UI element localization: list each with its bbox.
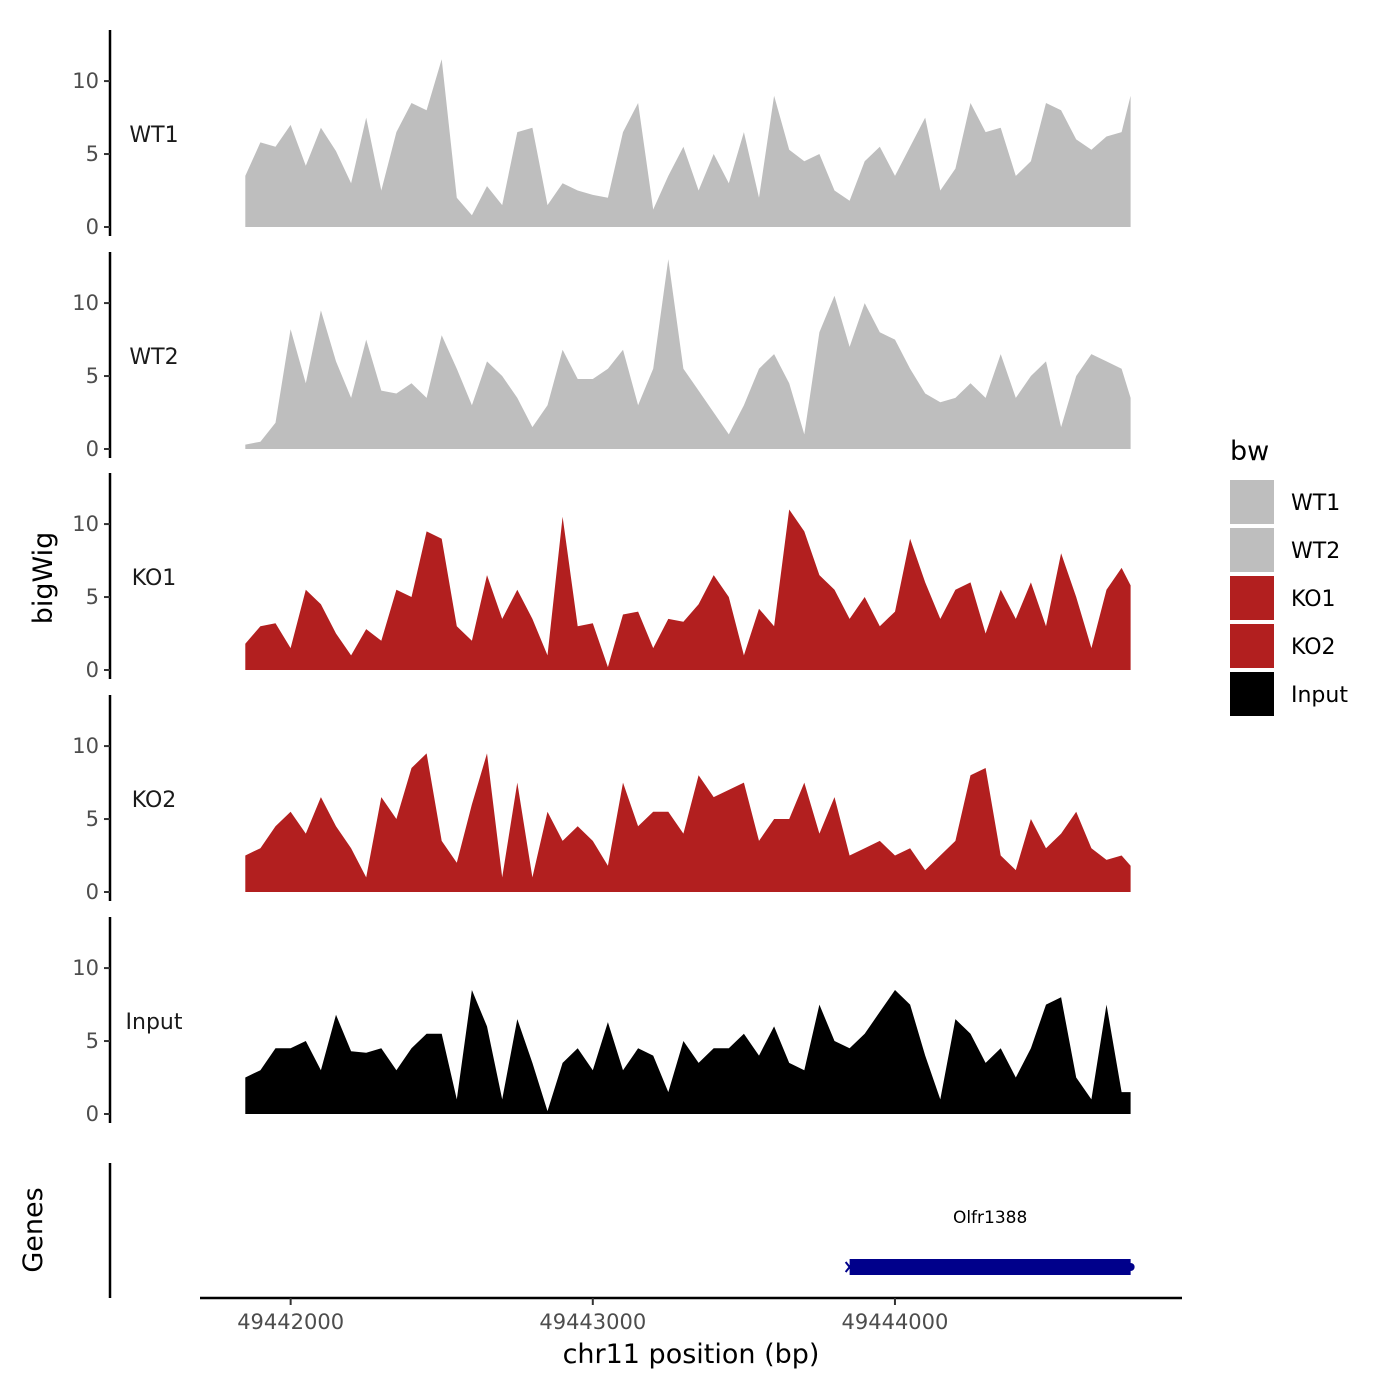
y-tick-label: 5 — [86, 1029, 99, 1053]
track-wt2: 0 5 10 WT2 — [72, 252, 1131, 461]
y-tick-label: 10 — [72, 956, 99, 980]
legend: bw WT1 WT2 KO1 KO2 Input — [1230, 436, 1348, 716]
genes-panel-label: Genes — [18, 1187, 49, 1272]
track-label-input: Input — [126, 1010, 183, 1035]
genes-panel: Genes Olfr1388 — [18, 1163, 1135, 1298]
gene-name-label: Olfr1388 — [953, 1208, 1027, 1228]
track-label-wt1: WT1 — [129, 123, 178, 148]
legend-items: WT1 WT2 KO1 KO2 Input — [1230, 480, 1348, 716]
x-tick-label: 49442000 — [237, 1310, 344, 1334]
legend-swatch — [1230, 528, 1274, 572]
track-label-ko1: KO1 — [132, 566, 177, 591]
y-tick-label: 10 — [72, 69, 99, 93]
legend-swatch — [1230, 624, 1274, 668]
legend-item-wt2: WT2 — [1230, 528, 1340, 572]
signal-area-wt1 — [245, 59, 1131, 228]
track-label-ko2: KO2 — [132, 788, 177, 813]
x-tick-label: 49444000 — [842, 1310, 949, 1334]
gene-olfr1388: Olfr1388 — [844, 1208, 1135, 1275]
legend-label: WT2 — [1291, 539, 1340, 564]
y-axis-title: bigWig — [28, 532, 59, 625]
legend-swatch — [1230, 480, 1274, 524]
strand-marker — [844, 1261, 855, 1273]
track-label-wt2: WT2 — [129, 345, 178, 370]
x-tick-label: 49443000 — [539, 1310, 646, 1334]
y-tick-label: 5 — [86, 585, 99, 609]
signal-area-ko2 — [245, 753, 1131, 892]
legend-swatch — [1230, 672, 1274, 716]
legend-item-wt1: WT1 — [1230, 480, 1340, 524]
x-ticks: 49442000 49443000 49444000 — [237, 1298, 948, 1334]
y-tick-label: 10 — [72, 512, 99, 536]
legend-title: bw — [1230, 436, 1269, 467]
legend-label: KO1 — [1291, 587, 1336, 612]
gene-models: Olfr1388 — [844, 1208, 1135, 1275]
tracks-layer: 0 5 10 WT1 0 5 10 WT2 0 5 10 KO1 0 5 10 KO2 0 5 10 Input — [72, 30, 1131, 1126]
track-wt1: 0 5 10 WT1 — [72, 30, 1131, 239]
y-tick-label: 5 — [86, 807, 99, 831]
y-tick-label: 0 — [86, 215, 99, 239]
legend-item-input: Input — [1230, 672, 1348, 716]
x-axis-title: chr11 position (bp) — [563, 1339, 820, 1370]
signal-area-input — [245, 990, 1131, 1114]
legend-label: WT1 — [1291, 491, 1340, 516]
track-ko1: 0 5 10 KO1 — [72, 473, 1131, 682]
y-tick-label: 0 — [86, 880, 99, 904]
y-tick-label: 0 — [86, 1102, 99, 1126]
gene-body — [849, 1259, 1131, 1275]
signal-area-wt2 — [245, 259, 1131, 449]
gene-end-marker — [1126, 1263, 1135, 1271]
legend-item-ko1: KO1 — [1230, 576, 1336, 620]
y-tick-label: 0 — [86, 437, 99, 461]
track-ko2: 0 5 10 KO2 — [72, 695, 1131, 904]
x-axis: 49442000 49443000 49444000 chr11 position … — [200, 1296, 1182, 1370]
y-tick-label: 10 — [72, 291, 99, 315]
y-tick-label: 10 — [72, 734, 99, 758]
y-tick-label: 5 — [86, 364, 99, 388]
legend-swatch — [1230, 576, 1274, 620]
track-input: 0 5 10 Input — [72, 917, 1131, 1126]
y-tick-label: 5 — [86, 142, 99, 166]
legend-label: KO2 — [1291, 635, 1336, 660]
legend-item-ko2: KO2 — [1230, 624, 1336, 668]
signal-area-ko1 — [245, 509, 1131, 670]
legend-label: Input — [1291, 683, 1348, 708]
y-tick-label: 0 — [86, 658, 99, 682]
